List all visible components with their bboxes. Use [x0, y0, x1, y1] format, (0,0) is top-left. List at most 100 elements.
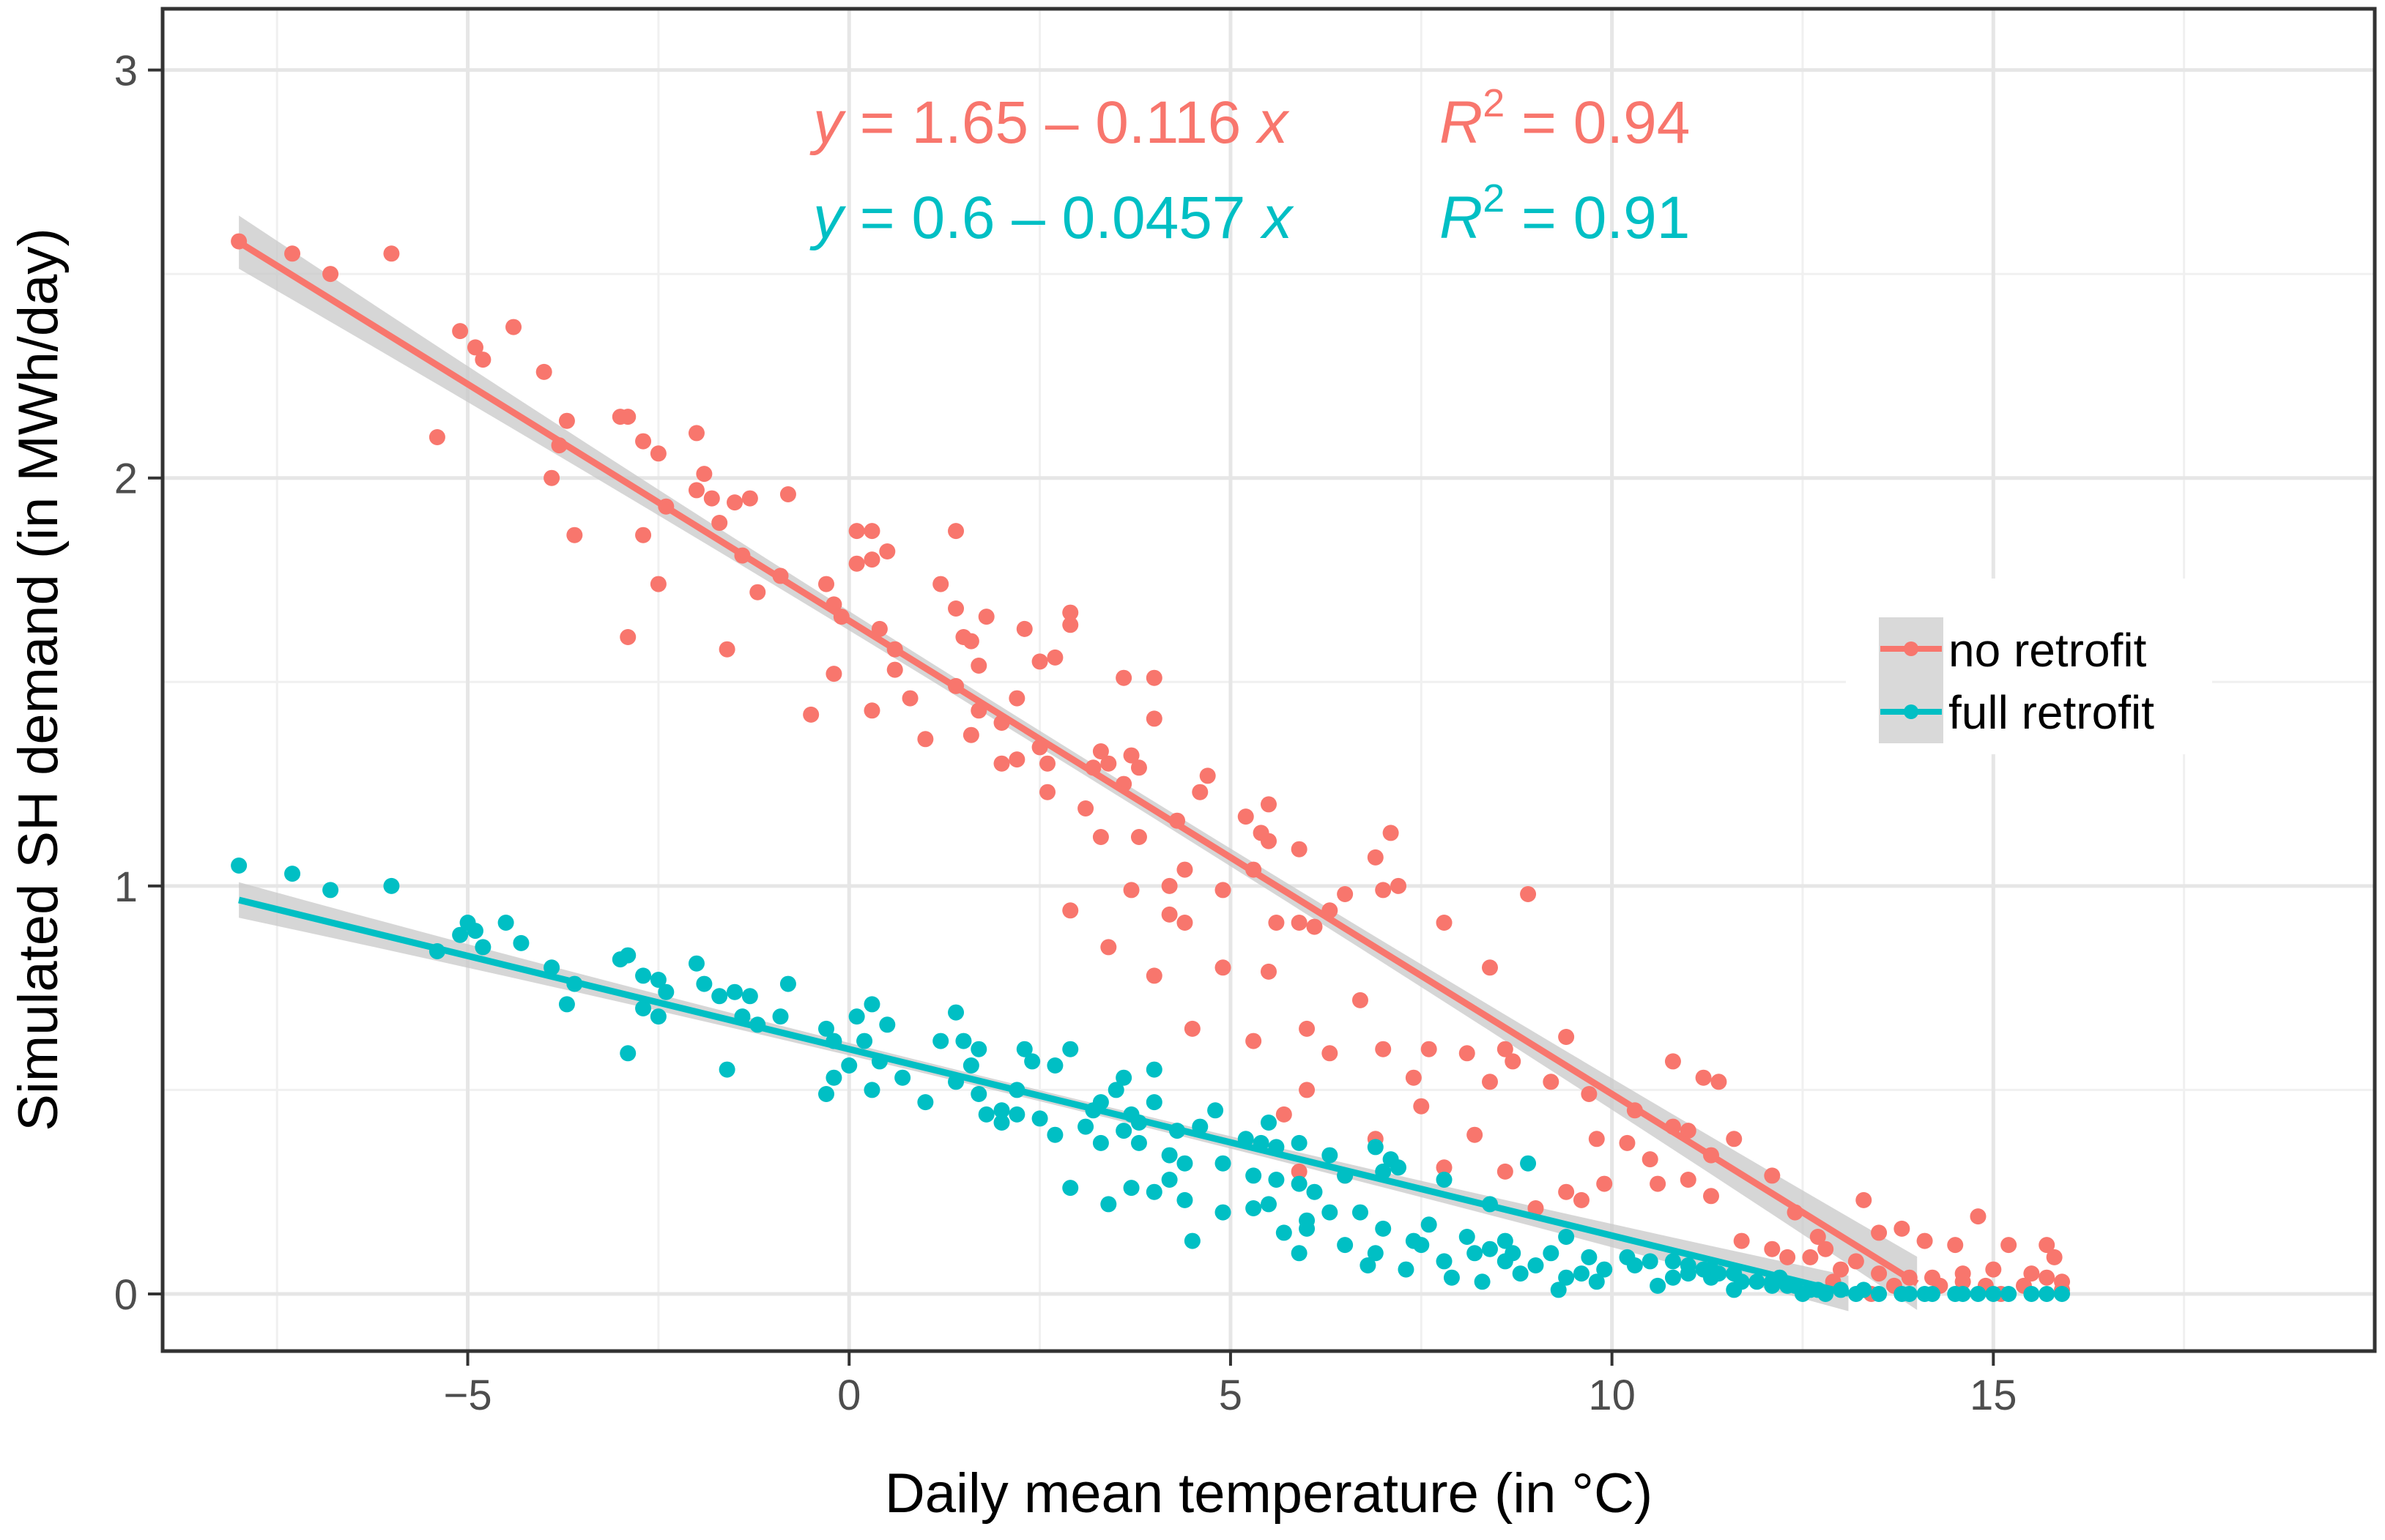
point-no-retrofit [1100, 939, 1117, 956]
point-no-retrofit [1214, 959, 1231, 976]
point-no-retrofit [1123, 882, 1140, 899]
point-full-retrofit [1291, 1134, 1308, 1151]
point-full-retrofit [1367, 1245, 1384, 1262]
point-no-retrofit [1893, 1220, 1910, 1237]
point-full-retrofit [635, 967, 652, 984]
point-full-retrofit [1443, 1269, 1460, 1286]
point-no-retrofit [1291, 841, 1308, 858]
point-full-retrofit [1512, 1265, 1529, 1282]
point-full-retrofit [650, 972, 667, 988]
point-full-retrofit [1116, 1069, 1132, 1086]
point-full-retrofit [620, 1045, 637, 1062]
point-no-retrofit [467, 339, 483, 356]
point-no-retrofit [2000, 1237, 2017, 1254]
point-no-retrofit [741, 490, 758, 507]
point-full-retrofit [1871, 1286, 1888, 1302]
point-no-retrofit [1375, 1041, 1392, 1057]
point-full-retrofit [1130, 1134, 1147, 1151]
point-no-retrofit [1062, 604, 1079, 621]
point-full-retrofit [1527, 1257, 1544, 1273]
point-no-retrofit [1306, 918, 1323, 935]
point-full-retrofit [962, 1057, 979, 1074]
point-full-retrofit [1092, 1094, 1109, 1111]
point-full-retrofit [1214, 1155, 1231, 1172]
point-full-retrofit [1581, 1249, 1598, 1265]
point-no-retrofit [1116, 669, 1132, 686]
point-no-retrofit [879, 543, 896, 559]
point-full-retrofit [1031, 1110, 1048, 1127]
point-full-retrofit [1367, 1139, 1384, 1156]
point-no-retrofit [1954, 1273, 1971, 1290]
point-full-retrofit [1398, 1261, 1414, 1278]
point-no-retrofit [1664, 1053, 1681, 1070]
point-no-retrofit [505, 319, 522, 335]
point-full-retrofit [955, 1033, 972, 1049]
point-no-retrofit [688, 482, 705, 499]
point-full-retrofit [894, 1069, 911, 1086]
point-no-retrofit [2023, 1265, 2040, 1282]
eq1-sup: 2 [1483, 81, 1505, 125]
point-no-retrofit [1375, 882, 1392, 899]
point-no-retrofit [1405, 1069, 1422, 1086]
point-full-retrofit [818, 1020, 834, 1037]
point-no-retrofit [322, 266, 339, 283]
point-no-retrofit [1458, 1045, 1475, 1062]
point-no-retrofit [1703, 1188, 1719, 1205]
point-full-retrofit [1268, 1172, 1285, 1188]
point-full-retrofit [1466, 1245, 1483, 1262]
point-no-retrofit [1710, 1074, 1727, 1090]
point-no-retrofit [848, 555, 865, 572]
point-no-retrofit [1650, 1175, 1666, 1192]
point-no-retrofit [429, 429, 445, 445]
point-no-retrofit [1496, 1041, 1513, 1057]
legend-label-no-retrofit: no retrofit [1948, 624, 2147, 677]
point-no-retrofit [962, 726, 979, 743]
point-full-retrofit [948, 1004, 965, 1021]
point-no-retrofit [1596, 1175, 1613, 1192]
point-full-retrofit [1390, 1159, 1407, 1176]
point-full-retrofit [1596, 1261, 1613, 1278]
x-tick-label: 10 [1588, 1372, 1636, 1419]
point-full-retrofit [1337, 1237, 1354, 1254]
eq2-x: x [1259, 185, 1294, 251]
point-full-retrofit [1161, 1172, 1178, 1188]
point-no-retrofit [1833, 1261, 1850, 1278]
point-no-retrofit [1047, 649, 1064, 666]
point-no-retrofit [719, 641, 735, 658]
point-no-retrofit [1482, 959, 1498, 976]
point-no-retrofit [650, 445, 667, 462]
point-full-retrofit [2000, 1286, 2017, 1302]
point-full-retrofit [558, 996, 575, 1013]
point-no-retrofit [1382, 825, 1399, 841]
point-full-retrofit [1954, 1286, 1971, 1302]
point-no-retrofit [1146, 669, 1162, 686]
legend-key-point-full-retrofit [1904, 704, 1918, 719]
point-no-retrofit [2039, 1269, 2055, 1286]
axes: −5 0 5 10 15 0 1 2 3 [114, 48, 2017, 1419]
point-no-retrofit [1871, 1265, 1888, 1282]
point-no-retrofit [544, 469, 560, 486]
point-full-retrofit [1291, 1175, 1308, 1192]
point-full-retrofit [1108, 1082, 1124, 1098]
legend-label-full-retrofit: full retrofit [1948, 686, 2154, 739]
point-no-retrofit [1367, 849, 1384, 866]
y-tick-label: 2 [114, 455, 138, 503]
point-no-retrofit [1496, 1163, 1513, 1180]
point-no-retrofit [1413, 1098, 1430, 1115]
point-full-retrofit [993, 1115, 1010, 1131]
point-full-retrofit [1550, 1282, 1567, 1298]
point-no-retrofit [1436, 1159, 1453, 1176]
point-full-retrofit [1176, 1155, 1193, 1172]
point-full-retrofit [1351, 1204, 1368, 1221]
point-full-retrofit [1184, 1232, 1201, 1249]
point-full-retrofit [879, 1016, 896, 1033]
point-no-retrofit [917, 731, 934, 748]
point-no-retrofit [779, 486, 796, 502]
point-full-retrofit [848, 1008, 865, 1025]
point-no-retrofit [1291, 1163, 1308, 1180]
point-no-retrofit [1009, 751, 1025, 768]
point-no-retrofit [818, 576, 834, 592]
point-full-retrofit [1245, 1200, 1262, 1216]
point-full-retrofit [727, 983, 743, 1000]
